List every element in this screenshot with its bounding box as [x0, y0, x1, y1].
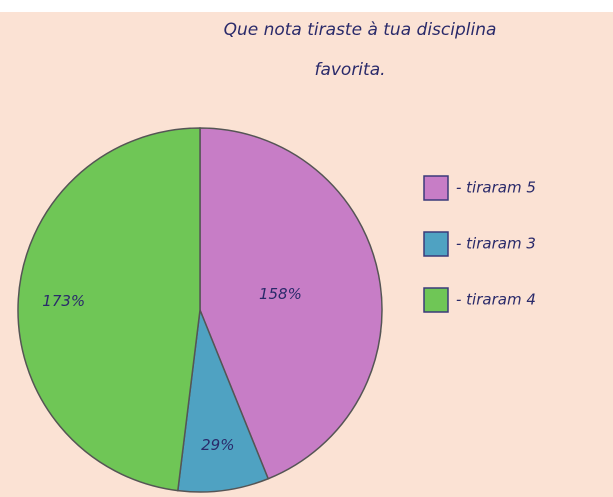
legend-swatch [423, 231, 449, 257]
slice-label: 158% [259, 285, 302, 303]
legend-label: - tiraram 5 [456, 179, 536, 197]
scan-edge [0, 0, 613, 12]
legend-label: - tiraram 4 [456, 291, 536, 309]
slice-label: 29% [201, 436, 234, 454]
chart-title: Que nota tiraste à tua disciplina favorit… [224, 20, 497, 80]
legend-label: - tiraram 3 [456, 235, 536, 253]
legend-swatch [423, 175, 449, 201]
slice-label: 173% [42, 292, 85, 310]
pie-slice [176, 307, 270, 493]
pie-slice [17, 127, 201, 492]
legend-swatch [423, 287, 449, 313]
pie-slice [199, 127, 383, 480]
